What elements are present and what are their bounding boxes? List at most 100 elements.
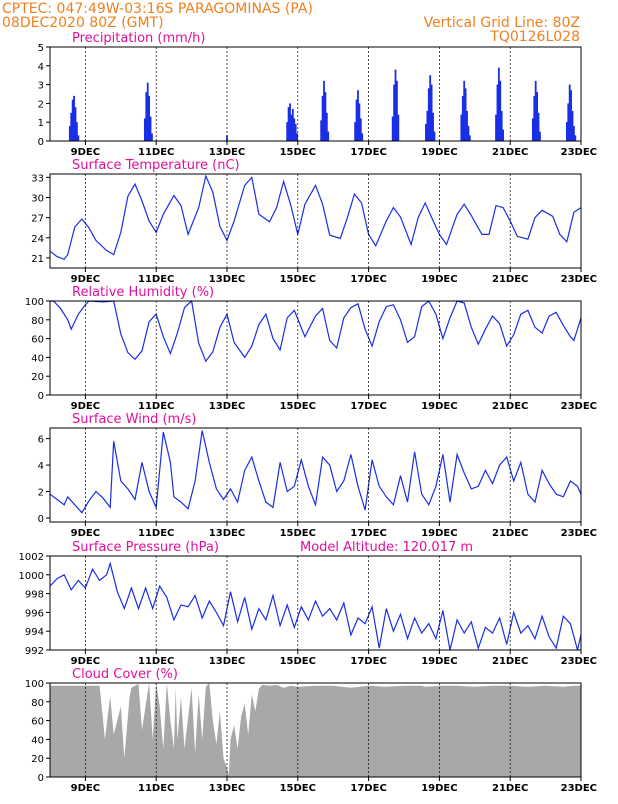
panel-title: Surface Wind (m/s) bbox=[72, 412, 196, 427]
x-tick-label: 9DEC bbox=[71, 783, 100, 794]
x-tick-label: 17DEC bbox=[350, 656, 386, 667]
y-tick-label: 6 bbox=[38, 435, 44, 446]
precip-bar bbox=[393, 84, 395, 141]
header-date: 08DEC2020 80Z (GMT) bbox=[2, 15, 164, 31]
y-tick-label: 27 bbox=[31, 214, 44, 225]
precip-bar bbox=[323, 80, 325, 141]
precip-bar bbox=[463, 80, 466, 141]
x-tick-label: 17DEC bbox=[350, 528, 386, 539]
precip-bar bbox=[461, 95, 464, 141]
y-tick-label: 0 bbox=[38, 514, 44, 525]
x-tick-label: 23DEC bbox=[561, 656, 597, 667]
precip-bar bbox=[76, 122, 78, 141]
precip-bar bbox=[466, 110, 468, 141]
x-tick-label: 9DEC bbox=[71, 274, 100, 285]
x-tick-label: 23DEC bbox=[561, 274, 597, 285]
precip-bar bbox=[357, 90, 359, 141]
x-tick-label: 15DEC bbox=[280, 656, 316, 667]
precip-bar bbox=[460, 114, 463, 141]
precip-bar bbox=[430, 84, 433, 141]
temp-line bbox=[49, 174, 582, 261]
x-tick-label: 21DEC bbox=[492, 274, 528, 285]
precip-bar bbox=[287, 107, 290, 141]
x-tick-label: 23DEC bbox=[561, 528, 597, 539]
y-tick-label: 5 bbox=[38, 43, 44, 54]
y-tick-label: 1002 bbox=[19, 552, 44, 563]
precip-bar bbox=[149, 116, 152, 141]
x-tick-label: 17DEC bbox=[350, 274, 386, 285]
x-tick-label: 17DEC bbox=[350, 783, 386, 794]
panel-frame bbox=[49, 300, 582, 396]
header-model: TQ0126L028 bbox=[489, 29, 580, 45]
panel-temp: Surface Temperature (nC) 21 24 27 30 33 9DEC 11… bbox=[31, 158, 597, 285]
panel-cloud: Cloud Cover (%) 0 20 40 60 80 100 9DEC 11DEC 13DE… bbox=[25, 667, 597, 794]
precip-bar bbox=[432, 112, 434, 141]
y-tick-label: 100 bbox=[25, 297, 44, 308]
x-tick-label: 9DEC bbox=[71, 656, 100, 667]
precip-bar bbox=[324, 92, 327, 141]
x-tick-label: 21DEC bbox=[492, 528, 528, 539]
precip-bar bbox=[320, 120, 323, 141]
panel-title: Cloud Cover (%) bbox=[72, 667, 178, 682]
x-tick-label: 15DEC bbox=[280, 401, 316, 412]
x-tick-label: 11DEC bbox=[138, 147, 174, 158]
x-tick-label: 21DEC bbox=[492, 783, 528, 794]
precip-bar bbox=[502, 129, 505, 141]
x-tick-label: 19DEC bbox=[421, 528, 457, 539]
x-tick-label: 11DEC bbox=[138, 783, 174, 794]
precip-bar bbox=[361, 133, 364, 141]
precip-bar bbox=[567, 103, 570, 141]
y-tick-label: 2 bbox=[38, 488, 44, 499]
y-tick-label: 994 bbox=[25, 627, 44, 638]
x-tick-label: 19DEC bbox=[421, 783, 457, 794]
panel-title: Surface Pressure (hPa) bbox=[72, 540, 219, 555]
x-tick-label: 17DEC bbox=[350, 147, 386, 158]
precip-bar bbox=[570, 90, 572, 141]
x-tick-label: 13DEC bbox=[209, 528, 245, 539]
x-tick-label: 9DEC bbox=[71, 147, 100, 158]
precip-bar bbox=[74, 107, 77, 141]
precip-bar bbox=[500, 110, 503, 141]
x-tick-label: 19DEC bbox=[421, 274, 457, 285]
x-tick-label: 23DEC bbox=[561, 147, 597, 158]
precip-bar bbox=[354, 122, 357, 141]
x-tick-label: 15DEC bbox=[280, 783, 316, 794]
y-tick-label: 20 bbox=[31, 754, 44, 765]
y-tick-label: 20 bbox=[31, 372, 44, 383]
pressure-line bbox=[49, 561, 582, 651]
precip-bar bbox=[568, 84, 571, 141]
precip-bar bbox=[296, 133, 298, 141]
y-tick-label: 1 bbox=[38, 118, 44, 129]
precip-bar bbox=[396, 80, 398, 141]
precip-bar bbox=[394, 69, 397, 141]
precip-bar bbox=[226, 135, 228, 141]
precip-bar bbox=[429, 75, 432, 141]
panel-frame bbox=[49, 555, 582, 651]
x-tick-label: 13DEC bbox=[209, 783, 245, 794]
precip-bar bbox=[539, 131, 541, 141]
precip-bar bbox=[468, 135, 471, 141]
precip-bar bbox=[571, 110, 574, 141]
precip-bar bbox=[146, 82, 149, 141]
cloud-area bbox=[50, 683, 581, 777]
precip-bar bbox=[327, 131, 330, 141]
panel-frame bbox=[49, 682, 582, 778]
x-tick-label: 19DEC bbox=[421, 147, 457, 158]
precip-bar bbox=[534, 80, 537, 141]
x-tick-label: 13DEC bbox=[209, 656, 245, 667]
panel-pressure: Surface Pressure (hPa) Model Altitude: 12… bbox=[19, 540, 597, 667]
y-tick-label: 33 bbox=[31, 173, 44, 184]
precip-bar bbox=[433, 131, 436, 141]
precip-bar bbox=[426, 110, 429, 141]
y-tick-label: 4 bbox=[38, 62, 44, 73]
precip-bar bbox=[289, 103, 291, 141]
y-tick-label: 996 bbox=[25, 608, 44, 619]
x-tick-label: 19DEC bbox=[421, 401, 457, 412]
precip-bar bbox=[536, 92, 539, 141]
x-tick-label: 23DEC bbox=[561, 783, 597, 794]
precip-bar bbox=[427, 88, 430, 141]
model-altitude: Model Altitude: 120.017 m bbox=[300, 540, 473, 555]
precip-bar bbox=[68, 125, 71, 141]
precip-bar bbox=[148, 95, 151, 141]
